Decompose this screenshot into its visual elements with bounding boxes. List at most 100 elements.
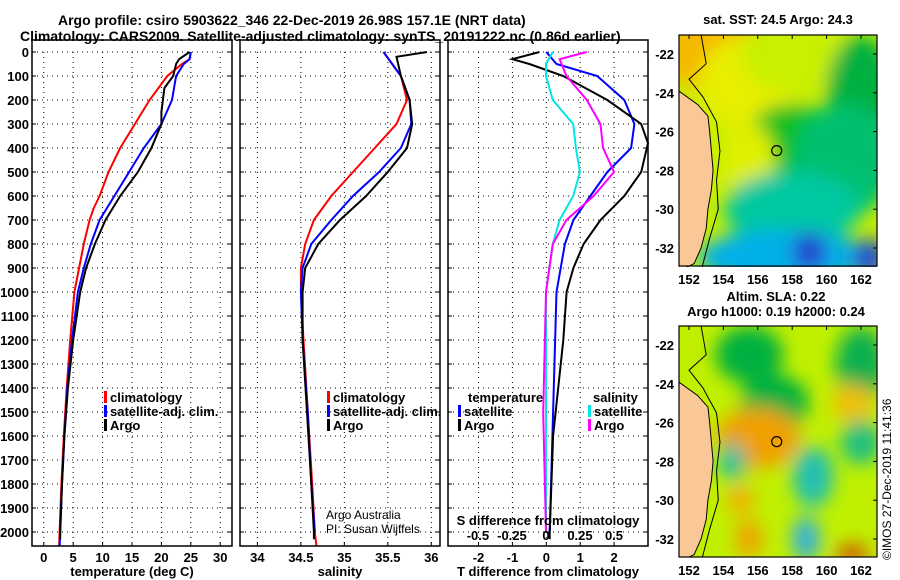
map-x-tick-label: 152 [678, 563, 700, 578]
y-tick-label: 400 [7, 141, 29, 156]
map-field-blob [792, 516, 820, 557]
map-x-tick-label: 158 [781, 563, 803, 578]
legend-p2-item-swatch [327, 391, 330, 403]
y-tick-label: 900 [7, 261, 29, 276]
panel-frame [447, 39, 649, 547]
map-sst [679, 35, 877, 267]
y-tick-label: 1500 [0, 405, 29, 420]
sla-map-title: Altim. SLA: 0.22 [727, 289, 826, 304]
series-line-argo [301, 51, 428, 540]
y-tick-label: 1600 [0, 429, 29, 444]
legend-t-satellite-label: satellite [464, 404, 512, 419]
legend-t-argo-label: Argo [464, 418, 494, 433]
panel-frame [31, 39, 233, 547]
legend-p1-item-swatch [104, 405, 107, 417]
pi-text: PI: Susan Wijffels [326, 522, 420, 536]
map-y-tick-label: -30 [655, 493, 674, 508]
map-x-tick-label: 154 [713, 563, 735, 578]
map-field-blob [741, 35, 844, 92]
argo-float-marker [771, 436, 783, 448]
x-tick-label: 0 [40, 550, 47, 565]
s-tick-label: 0.25 [567, 528, 592, 543]
copyright-text: ©IMOS 27-Dec-2019 11:41:36 [880, 398, 894, 560]
figure-title-line1: Argo profile: csiro 5903622_346 22-Dec-2… [58, 12, 526, 28]
map-sla [679, 326, 877, 557]
legend-temperature-title: temperature [468, 390, 543, 405]
map-y-tick-label: -28 [655, 454, 674, 469]
y-tick-label: 200 [7, 93, 29, 108]
series-line-satellite-adj-clim- [299, 51, 413, 533]
legend-p2-item-swatch [327, 405, 330, 417]
y-tick-label: 1400 [0, 381, 29, 396]
map-y-tick-label: -28 [655, 163, 674, 178]
y-tick-label: 1000 [0, 285, 29, 300]
s-tick-label: 0 [542, 528, 549, 543]
x-axis-label: T difference from climatology [457, 564, 640, 579]
x-tick-label: 10 [95, 550, 109, 565]
legend-p2-item-swatch [327, 419, 330, 431]
x-tick-label: 30 [213, 550, 227, 565]
legend-t-argo-swatch [458, 419, 461, 431]
y-tick-label: 500 [7, 165, 29, 180]
legend-p1-item-swatch [104, 419, 107, 431]
sla-map-subtitle: Argo h1000: 0.19 h2000: 0.24 [687, 304, 866, 319]
map-x-tick-label: 160 [816, 563, 838, 578]
map-x-tick-label: 152 [678, 272, 700, 287]
map-x-tick-label: 160 [816, 272, 838, 287]
argo-float-marker [771, 145, 783, 157]
x-tick-label: 35 [337, 550, 351, 565]
map-field-blob [832, 384, 873, 423]
y-tick-label: 0 [22, 45, 29, 60]
map-field-blob [840, 419, 877, 465]
map-field-blob [724, 171, 861, 248]
y-tick-label: 1300 [0, 357, 29, 372]
series-line-s-argo [542, 51, 616, 533]
y-tick-label: 1900 [0, 501, 29, 516]
map-y-tick-label: -22 [655, 338, 674, 353]
legend-s-argo-label: Argo [594, 418, 624, 433]
y-tick-label: 600 [7, 189, 29, 204]
map-field-blob [792, 446, 834, 508]
legend-t-satellite-swatch [458, 405, 461, 417]
legend-p1-item-label: climatology [110, 390, 183, 405]
map-y-tick-label: -26 [655, 416, 674, 431]
bathymetry-contour [688, 35, 721, 267]
map-y-tick-label: -24 [655, 86, 675, 101]
map-x-tick-label: 154 [713, 272, 735, 287]
map-y-tick-label: -22 [655, 47, 674, 62]
map-field-blob [835, 326, 877, 403]
panel-frame [239, 39, 441, 547]
map-field-blob [792, 232, 827, 267]
map-x-tick-label: 156 [747, 563, 769, 578]
map-x-tick-label: 158 [781, 272, 803, 287]
map-field-blob [715, 326, 784, 384]
land-australia [679, 381, 714, 557]
map-frame [678, 34, 878, 267]
legend-s-satellite-label: satellite [594, 404, 642, 419]
x-tick-label: 34.5 [288, 550, 313, 565]
sst-map-title: sat. SST: 24.5 Argo: 24.3 [703, 12, 853, 27]
x-axis-label: temperature (deg C) [70, 564, 194, 579]
x-tick-label: 0 [543, 550, 550, 565]
x-tick-label: 2 [610, 550, 617, 565]
map-field-blob [852, 238, 877, 267]
map-y-tick-label: -32 [655, 532, 674, 547]
map-y-tick-label: -32 [655, 241, 674, 256]
land-australia [679, 90, 714, 267]
y-tick-label: 1100 [1, 309, 29, 324]
x-tick-label: 15 [125, 550, 139, 565]
map-frame [678, 325, 878, 558]
map-field-blob [727, 485, 755, 516]
s-axis-label: S difference from climatology [457, 513, 641, 528]
legend-salinity-title: salinity [593, 390, 639, 405]
y-tick-label: 1800 [0, 477, 29, 492]
x-tick-label: 35.5 [375, 550, 400, 565]
profile-panel-2: 34 34.5 35 35.5 36 salinity [239, 39, 441, 579]
x-tick-label: 1 [577, 550, 584, 565]
map-field [715, 326, 877, 557]
s-tick-label: 0.5 [605, 528, 623, 543]
map-field-blob [735, 520, 763, 557]
bathymetry-contour [688, 326, 721, 557]
